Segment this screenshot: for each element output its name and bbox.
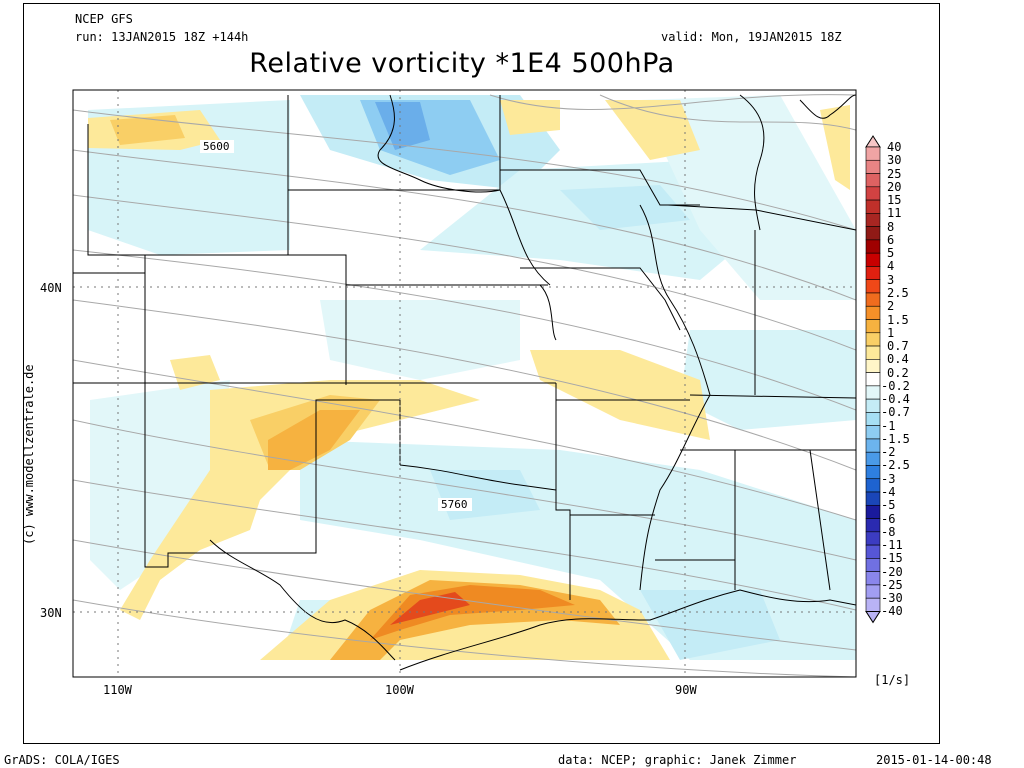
colorbar-swatch xyxy=(865,398,881,413)
colorbar-swatch xyxy=(865,186,881,201)
model-label: NCEP GFS xyxy=(75,12,133,26)
colorbar-swatch xyxy=(865,451,881,466)
colorbar-swatch xyxy=(865,359,881,373)
footer-right: 2015-01-14-00:48 xyxy=(876,753,992,767)
colorbar-swatch xyxy=(865,465,881,480)
colorbar-level-label: -1 xyxy=(881,418,896,433)
colorbar-swatch xyxy=(865,438,881,453)
colorbar-level-label: -15 xyxy=(881,551,903,566)
colorbar-swatch xyxy=(865,239,881,254)
colorbar-level-label: -40 xyxy=(881,604,903,619)
positive-vorticity-shading xyxy=(88,100,850,660)
colorbar-level-label: -20 xyxy=(881,564,903,579)
colorbar-swatch xyxy=(865,252,881,267)
colorbar-level-label: 0.2 xyxy=(887,365,909,380)
colorbar-swatch xyxy=(865,173,881,188)
run-label: run: 13JAN2015 18Z +144h xyxy=(75,30,249,44)
colorbar-level-label: 4 xyxy=(887,259,895,274)
colorbar-level-label: 5 xyxy=(887,246,895,261)
colorbar-level-label: -2 xyxy=(881,445,896,460)
footer-left: GrADS: COLA/IGES xyxy=(4,753,120,767)
colorbar-level-label: 8 xyxy=(887,219,895,234)
colorbar-swatch xyxy=(865,504,881,519)
contour-label-bg xyxy=(438,498,472,511)
state-boundaries xyxy=(73,95,856,600)
colorbar-swatch xyxy=(865,584,881,599)
contour-label: 5600 xyxy=(203,140,230,153)
colorbar-swatch xyxy=(865,531,881,546)
colorbar-swatch xyxy=(865,199,881,214)
colorbar-swatch xyxy=(865,332,881,347)
colorbar-swatch xyxy=(865,385,881,400)
contour-label-bg xyxy=(200,140,234,153)
lon-label-90w: 90W xyxy=(675,683,697,697)
colorbar-bottom-arrow xyxy=(865,610,881,624)
coastline-and-rivers xyxy=(209,94,856,671)
contour-label: 5760 xyxy=(441,498,468,511)
colorbar-swatch xyxy=(865,292,881,307)
colorbar-level-label: 2 xyxy=(887,299,895,314)
valid-label: valid: Mon, 19JAN2015 18Z xyxy=(661,30,842,44)
colorbar-level-label: -3 xyxy=(881,471,896,486)
colorbar-swatch xyxy=(865,491,881,506)
footer-center: data: NCEP; graphic: Janek Zimmer xyxy=(558,753,797,767)
colorbar-level-label: -2.5 xyxy=(881,458,910,473)
colorbar-swatch xyxy=(865,226,881,241)
colorbar-swatch xyxy=(865,518,881,533)
units-label: [1/s] xyxy=(874,673,911,687)
colorbar-top-arrow xyxy=(865,135,881,148)
colorbar-level-label: -4 xyxy=(881,485,896,500)
colorbar-swatch xyxy=(865,412,881,426)
colorbar-level-label: -11 xyxy=(881,538,903,553)
colorbar-level-label: 15 xyxy=(887,193,902,208)
colorbar-level-label: -6 xyxy=(881,511,896,526)
colorbar-swatch xyxy=(865,319,881,334)
colorbar-swatch xyxy=(865,345,881,360)
colorbar-level-label: -0.4 xyxy=(881,392,910,407)
colorbar-level-label: -30 xyxy=(881,591,903,606)
colorbar-level-label: 6 xyxy=(887,232,895,247)
colorbar-level-label: 40 xyxy=(887,140,902,154)
colorbar-swatch xyxy=(865,425,881,440)
colorbar-swatch xyxy=(865,305,881,320)
lon-label-110w: 110W xyxy=(103,683,132,697)
colorbar-swatch xyxy=(865,146,881,161)
colorbar-level-label: 20 xyxy=(887,179,902,194)
colorbar-level-label: -25 xyxy=(881,577,903,592)
colorbar-level-label: 11 xyxy=(887,206,902,221)
height-contours xyxy=(73,94,856,677)
colorbar-swatch xyxy=(865,597,881,612)
lon-label-100w: 100W xyxy=(385,683,414,697)
colorbar-swatch xyxy=(865,571,881,586)
colorbar-swatch xyxy=(865,279,881,294)
map-title: Relative vorticity *1E4 500hPa xyxy=(249,48,675,79)
colorbar-swatch xyxy=(865,159,881,174)
colorbar-level-label: 1 xyxy=(887,325,895,340)
colorbar-level-label: 2.5 xyxy=(887,285,909,300)
lat-label-30n: 30N xyxy=(40,606,62,620)
colorbar-swatch xyxy=(865,544,881,559)
colorbar-level-label: -0.7 xyxy=(881,405,910,420)
colorbar-level-label: 25 xyxy=(887,166,902,181)
plot-frame xyxy=(23,3,940,744)
colorbar-level-label: 30 xyxy=(887,153,902,168)
colorbar-swatch xyxy=(865,266,881,280)
colorbar-swatch xyxy=(865,372,881,387)
lat-label-40n: 40N xyxy=(40,281,62,295)
colorbar-level-label: 0.7 xyxy=(887,339,909,354)
graticule xyxy=(73,90,856,677)
colorbar-level-label: -0.2 xyxy=(881,378,910,393)
colorbar-level-label: 3 xyxy=(887,272,895,287)
colorbar-swatch xyxy=(865,558,881,572)
colorbar-level-label: -1.5 xyxy=(881,431,910,446)
colorbar-swatch xyxy=(865,478,881,493)
colorbar-level-label: -8 xyxy=(881,524,896,539)
colorbar-level-label: 0.4 xyxy=(887,352,909,367)
colorbar-level-label: -5 xyxy=(881,498,896,513)
map-border xyxy=(72,89,857,678)
colorbar-level-label: 1.5 xyxy=(887,312,909,327)
colorbar-swatch xyxy=(865,213,881,227)
